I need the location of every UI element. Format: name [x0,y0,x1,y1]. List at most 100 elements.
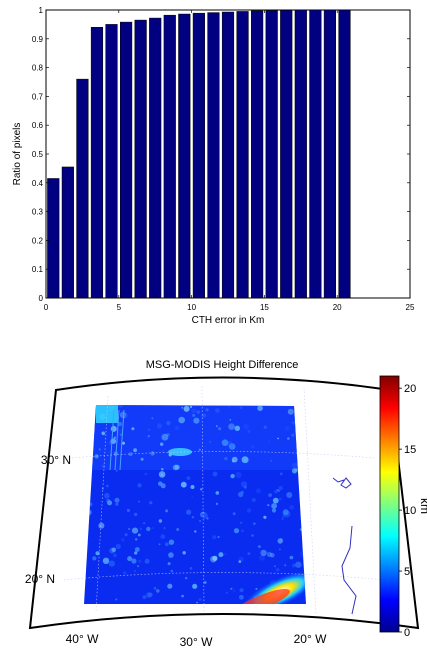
cloud-speck [156,423,163,429]
colorbar-tick-label: 0 [404,627,410,639]
coastline [332,477,357,615]
cloud-speck [251,534,254,537]
cloud-speck [115,502,119,506]
cloud-speck [123,571,127,575]
x-tick-label: 25 [406,303,415,312]
cloud-speck [291,468,298,474]
x-tick-label: 0 [44,303,49,312]
cloud-speck [196,410,200,414]
cloud-speck [131,558,137,564]
cloud-speck [266,551,272,558]
lat-label-20n: 20° N [25,572,55,586]
cloud-speck [161,433,169,441]
cloud-speck [215,502,218,505]
y-tick-label: 0.8 [32,64,44,73]
cloud-speck [212,555,218,561]
cloud-speck [178,416,185,424]
y-tick-label: 0 [39,294,44,303]
cloud-speck [140,457,144,461]
cloud-speck [190,485,195,489]
colorbar-tick-label: 15 [404,444,416,456]
cloud-speck [183,405,190,412]
cloud-speck [198,598,202,601]
bar [105,24,118,299]
cloud-speck [153,586,157,590]
cloud-speck [128,452,133,457]
cloud-speck [115,598,118,601]
cloud-speck [133,448,138,453]
cloud-speck [165,542,169,547]
bar [192,12,205,299]
cloud-speck [275,567,280,572]
cloud-speck [158,471,166,478]
cloud-speck [113,436,116,439]
cloud-speck [286,492,293,498]
cloud-speck [268,440,271,443]
cloud-speck [163,527,166,529]
cloud-speck [287,437,290,440]
cloud-speck [229,419,232,421]
cloud-speck [215,408,220,413]
cloud-speck [189,405,193,409]
bar [163,14,176,299]
cloud-speck [119,411,127,419]
cloud-speck [239,588,244,593]
cloud-speck [215,491,220,495]
cloud-speck [198,448,201,451]
y-axis-ticks: 0 0.1 0.2 0.3 0.4 0.5 0.6 0.7 0.8 0.9 1 [32,6,410,303]
cloud-speck [217,535,220,539]
cloud-speck [231,456,238,463]
lon-label-30w: 30° W [180,635,213,649]
cloud-speck [174,464,180,470]
cloud-speck [101,431,106,436]
cloud-speck [158,481,163,487]
cloud-speck [202,413,206,418]
cloud-speck [101,464,106,468]
cloud-speck [278,490,281,492]
cloud-speck [180,481,187,488]
bar [338,9,351,299]
cloud-speck [95,551,100,556]
cloud-speck [147,428,151,431]
cloud-speck [128,527,131,531]
cloud-speck [115,543,121,550]
cloud-speck [212,535,217,540]
cloud-speck [218,552,224,558]
cloud-speck [251,497,256,503]
cloud-speck [144,558,150,564]
cloud-speck [158,519,163,523]
cloud-speck [251,445,255,449]
cloud-speck [133,569,137,573]
colorbar-ticks: 0 5 10 15 20 [399,383,416,639]
cloud-speck [98,522,105,529]
cloud-speck [194,530,197,533]
bar [323,9,337,299]
cloud-speck [119,433,123,436]
bar [120,21,133,299]
cloud-speck [160,534,166,539]
x-tick-label: 5 [117,303,122,312]
cloud-speck [186,476,191,480]
height-difference-field [84,405,306,604]
cloud-speck [240,521,243,524]
cloud-speck [238,560,242,563]
cloud-speck [224,456,228,461]
colorbar-label: km [418,498,427,514]
cloud-speck [295,561,302,568]
bar [221,11,235,299]
cloud-speck [146,592,152,598]
cloud-speck [212,471,218,477]
cloud-speck [122,441,125,445]
cloud-speck [246,508,252,513]
cloud-speck [161,449,165,453]
cloud-speck [282,509,289,516]
cloud-speck [273,565,276,568]
cloud-speck [111,547,117,553]
cloud-speck [193,417,200,424]
cloud-speck [182,551,186,555]
cloud-speck [228,443,236,450]
bar [265,10,278,299]
cloud-speck [291,433,295,437]
cloud-speck [278,486,283,491]
cloud-speck [270,459,273,462]
